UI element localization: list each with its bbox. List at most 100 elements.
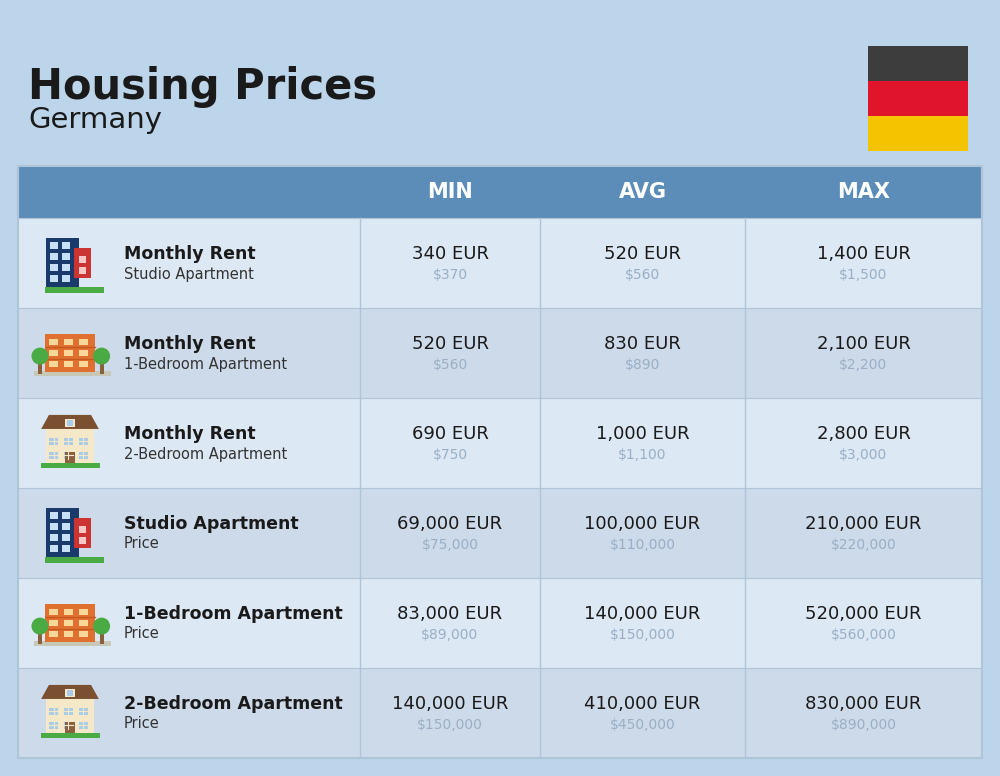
Text: 2,800 EUR: 2,800 EUR <box>817 425 910 443</box>
FancyBboxPatch shape <box>79 620 88 626</box>
Text: 1,000 EUR: 1,000 EUR <box>596 425 689 443</box>
Circle shape <box>32 618 48 634</box>
FancyBboxPatch shape <box>868 46 968 81</box>
FancyBboxPatch shape <box>50 545 58 552</box>
Text: $110,000: $110,000 <box>610 538 676 552</box>
FancyBboxPatch shape <box>64 708 73 715</box>
FancyBboxPatch shape <box>62 545 70 552</box>
Text: MAX: MAX <box>837 182 890 202</box>
Text: $89,000: $89,000 <box>421 628 479 642</box>
FancyBboxPatch shape <box>868 81 968 116</box>
Text: 140,000 EUR: 140,000 EUR <box>584 605 701 623</box>
Text: $890,000: $890,000 <box>830 718 896 732</box>
FancyBboxPatch shape <box>64 361 73 367</box>
FancyBboxPatch shape <box>46 508 78 559</box>
FancyBboxPatch shape <box>38 630 42 644</box>
FancyBboxPatch shape <box>49 452 58 459</box>
FancyBboxPatch shape <box>64 609 73 615</box>
Text: 690 EUR: 690 EUR <box>412 425 488 443</box>
FancyBboxPatch shape <box>49 620 58 626</box>
FancyBboxPatch shape <box>100 360 104 374</box>
FancyBboxPatch shape <box>62 253 70 260</box>
Circle shape <box>94 618 109 634</box>
FancyBboxPatch shape <box>41 733 100 738</box>
Text: $150,000: $150,000 <box>610 628 675 642</box>
Circle shape <box>32 348 48 364</box>
Text: 520 EUR: 520 EUR <box>412 335 488 353</box>
Text: Monthly Rent: Monthly Rent <box>124 335 256 353</box>
FancyBboxPatch shape <box>64 452 73 459</box>
Polygon shape <box>41 415 99 429</box>
Text: 410,000 EUR: 410,000 EUR <box>584 695 701 713</box>
FancyBboxPatch shape <box>62 275 70 282</box>
FancyBboxPatch shape <box>45 334 95 372</box>
FancyBboxPatch shape <box>49 438 58 445</box>
FancyBboxPatch shape <box>868 116 968 151</box>
Text: 520 EUR: 520 EUR <box>604 245 681 263</box>
Text: $150,000: $150,000 <box>417 718 483 732</box>
FancyBboxPatch shape <box>38 360 42 374</box>
Text: Studio Apartment: Studio Apartment <box>124 515 299 533</box>
FancyBboxPatch shape <box>34 371 111 376</box>
Text: 210,000 EUR: 210,000 EUR <box>805 515 922 533</box>
Text: $370: $370 <box>432 268 468 282</box>
Text: $560,000: $560,000 <box>831 628 896 642</box>
FancyBboxPatch shape <box>62 523 70 529</box>
FancyBboxPatch shape <box>64 620 73 626</box>
FancyBboxPatch shape <box>50 534 58 541</box>
FancyBboxPatch shape <box>44 557 104 563</box>
FancyBboxPatch shape <box>62 264 70 271</box>
FancyBboxPatch shape <box>50 242 58 248</box>
FancyBboxPatch shape <box>49 361 58 367</box>
FancyBboxPatch shape <box>64 339 73 345</box>
FancyBboxPatch shape <box>64 631 73 637</box>
FancyBboxPatch shape <box>34 641 111 646</box>
FancyBboxPatch shape <box>79 609 88 615</box>
FancyBboxPatch shape <box>79 708 88 715</box>
FancyBboxPatch shape <box>74 518 91 548</box>
FancyBboxPatch shape <box>49 708 58 715</box>
Text: 69,000 EUR: 69,000 EUR <box>397 515 503 533</box>
Text: 520,000 EUR: 520,000 EUR <box>805 605 922 623</box>
FancyBboxPatch shape <box>64 722 73 729</box>
Text: Price: Price <box>124 626 160 642</box>
Text: $75,000: $75,000 <box>422 538 479 552</box>
FancyBboxPatch shape <box>50 275 58 282</box>
FancyBboxPatch shape <box>44 287 104 293</box>
FancyBboxPatch shape <box>62 511 70 518</box>
FancyBboxPatch shape <box>18 218 982 308</box>
FancyBboxPatch shape <box>67 421 73 426</box>
FancyBboxPatch shape <box>49 631 58 637</box>
FancyBboxPatch shape <box>62 242 70 248</box>
FancyBboxPatch shape <box>74 248 91 278</box>
FancyBboxPatch shape <box>50 253 58 260</box>
FancyBboxPatch shape <box>64 350 73 356</box>
FancyBboxPatch shape <box>100 630 104 644</box>
Polygon shape <box>41 685 99 699</box>
Text: Price: Price <box>124 536 160 552</box>
FancyBboxPatch shape <box>78 267 86 274</box>
FancyBboxPatch shape <box>49 609 58 615</box>
FancyBboxPatch shape <box>64 438 73 445</box>
Text: $1,500: $1,500 <box>839 268 888 282</box>
Text: 1-Bedroom Apartment: 1-Bedroom Apartment <box>124 605 343 623</box>
FancyBboxPatch shape <box>65 689 75 697</box>
FancyBboxPatch shape <box>65 722 75 733</box>
Text: Monthly Rent: Monthly Rent <box>124 425 256 443</box>
Text: AVG: AVG <box>618 182 666 202</box>
FancyBboxPatch shape <box>41 462 100 468</box>
FancyBboxPatch shape <box>46 429 94 463</box>
FancyBboxPatch shape <box>18 668 982 758</box>
Text: 830 EUR: 830 EUR <box>604 335 681 353</box>
Text: Studio Apartment: Studio Apartment <box>124 266 254 282</box>
Text: 140,000 EUR: 140,000 EUR <box>392 695 508 713</box>
FancyBboxPatch shape <box>49 350 58 356</box>
Text: 1-Bedroom Apartment: 1-Bedroom Apartment <box>124 356 287 372</box>
FancyBboxPatch shape <box>78 256 86 262</box>
Text: $450,000: $450,000 <box>610 718 675 732</box>
Circle shape <box>94 348 109 364</box>
FancyBboxPatch shape <box>79 350 88 356</box>
FancyBboxPatch shape <box>62 534 70 541</box>
FancyBboxPatch shape <box>79 631 88 637</box>
Text: $560: $560 <box>625 268 660 282</box>
